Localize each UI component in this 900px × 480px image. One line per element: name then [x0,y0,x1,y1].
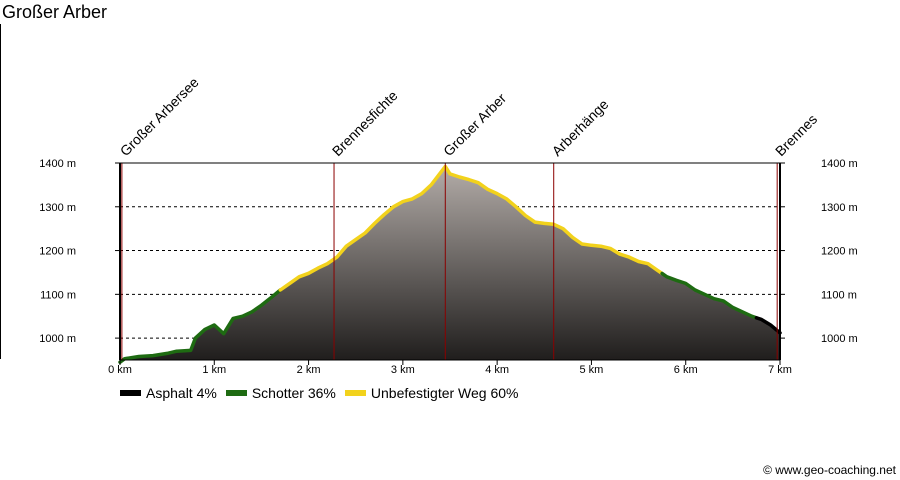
legend-label-unbefestigter-weg: Unbefestigter Weg 60% [370,385,519,401]
x-tick-label-5: 5 km [580,364,604,376]
profile-segment-schotter-0 [118,288,283,364]
legend-label-schotter: Schotter 36% [251,385,336,401]
x-tick-label-4: 4 km [485,364,509,376]
y-tick-label-left-1000: 1000 m [39,333,76,345]
x-tick-label-3: 3 km [391,364,415,376]
elevation-profile-chart: Großer Arbersee Brennesfichte Großer Arber… [39,74,858,376]
legend-swatch-schotter [225,390,247,396]
legend-swatch-unbefestigter-weg [344,390,366,396]
y-tick-label-right-1100: 1100 m [821,289,857,301]
y-tick-label-right-1200: 1200 m [821,246,858,258]
waypoint-label-brennesfichte: Brennesfichte [329,87,401,159]
legend: Asphalt 4% Schotter 36% Unbefestigter We… [120,385,528,401]
x-tick-label-6: 6 km [674,364,698,376]
x-tick-label-2: 2 km [297,364,321,376]
y-tick-label-left-1300: 1300 m [39,202,76,214]
copyright-notice: © www.geo-coaching.net [763,463,896,477]
waypoint-label-brennes: Brennes [772,111,820,159]
x-tick-label-0: 0 km [108,364,132,376]
legend-swatch-asphalt [120,390,141,396]
y-tick-label-right-1300: 1300 m [821,202,858,214]
y-tick-label-left-1400: 1400 m [39,158,76,170]
profile-segment-unbefestigter-weg-1 [278,164,664,292]
elevation-area [120,166,780,363]
chart-title: Großer Arber [2,2,108,22]
legend-item-asphalt: Asphalt 4% [120,385,217,401]
profile-segment-schotter-2 [660,271,759,320]
waypoint-label-grosser-arber: Großer Arber [440,90,509,159]
waypoint-label-grosser-arbersee: Großer Arbersee [117,74,202,159]
waypoint-label-arberhaenge: Arberhänge [549,96,612,159]
y-tick-label-right-1000: 1000 m [821,333,858,345]
left-border-line [0,24,1,359]
y-tick-label-left-1100: 1100 m [40,289,76,301]
y-tick-label-left-1200: 1200 m [39,246,76,258]
legend-label-asphalt: Asphalt 4% [146,385,217,401]
legend-item-schotter: Schotter 36% [225,385,336,401]
x-tick-label-7: 7 km [768,364,792,376]
x-tick-label-1: 1 km [202,364,226,376]
y-tick-label-right-1400: 1400 m [821,158,858,170]
profile-segment-asphalt-3 [754,316,782,335]
legend-item-unbefestigter-weg: Unbefestigter Weg 60% [344,385,519,401]
